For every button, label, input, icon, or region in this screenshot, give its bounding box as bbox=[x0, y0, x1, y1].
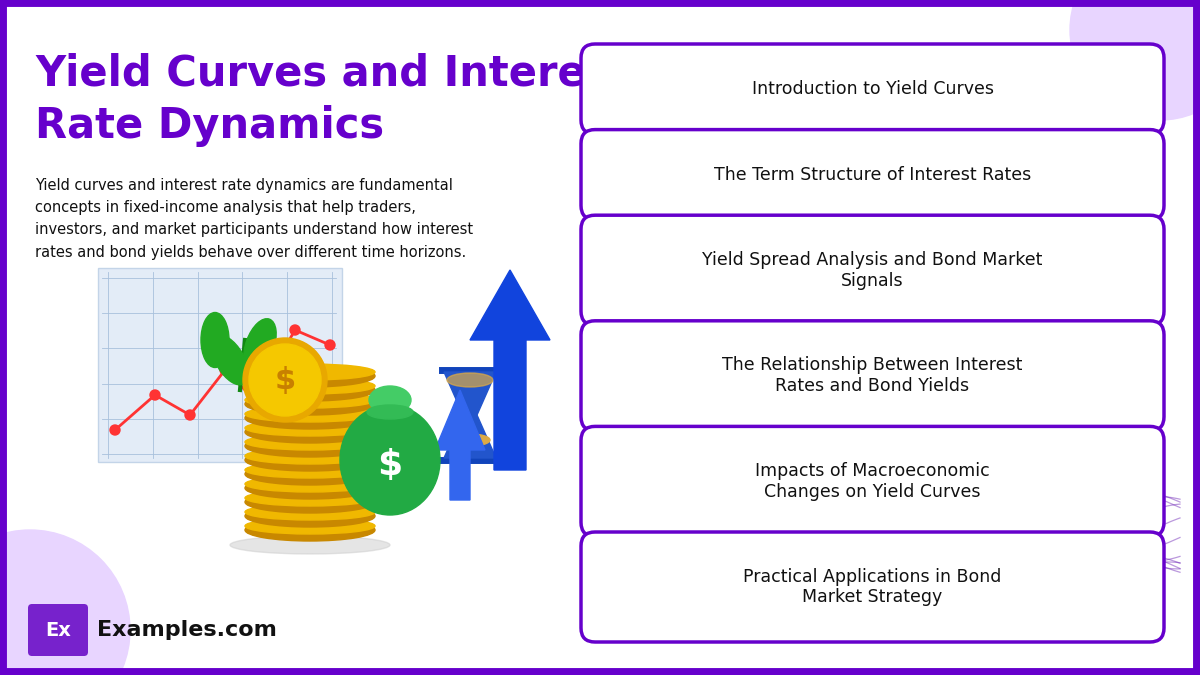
FancyBboxPatch shape bbox=[28, 604, 88, 656]
Ellipse shape bbox=[245, 449, 374, 471]
Ellipse shape bbox=[446, 373, 493, 387]
Ellipse shape bbox=[245, 491, 374, 513]
Ellipse shape bbox=[245, 379, 374, 401]
Ellipse shape bbox=[367, 405, 413, 419]
Ellipse shape bbox=[245, 448, 374, 464]
Text: Impacts of Macroeconomic
Changes on Yield Curves: Impacts of Macroeconomic Changes on Yiel… bbox=[755, 462, 990, 501]
Ellipse shape bbox=[245, 490, 374, 506]
FancyBboxPatch shape bbox=[581, 44, 1164, 134]
Text: Yield Curves and Interest: Yield Curves and Interest bbox=[35, 52, 630, 94]
Polygon shape bbox=[470, 270, 550, 470]
Ellipse shape bbox=[245, 518, 374, 534]
Text: The Relationship Between Interest
Rates and Bond Yields: The Relationship Between Interest Rates … bbox=[722, 356, 1022, 395]
Ellipse shape bbox=[245, 435, 374, 457]
Ellipse shape bbox=[245, 406, 374, 422]
Circle shape bbox=[1070, 0, 1200, 120]
Ellipse shape bbox=[370, 386, 410, 414]
Ellipse shape bbox=[450, 434, 490, 446]
Ellipse shape bbox=[245, 378, 374, 394]
Text: $: $ bbox=[275, 365, 295, 394]
Ellipse shape bbox=[245, 477, 374, 499]
FancyBboxPatch shape bbox=[581, 532, 1164, 642]
Ellipse shape bbox=[245, 421, 374, 443]
Text: Examples.com: Examples.com bbox=[97, 620, 277, 640]
Text: Practical Applications in Bond
Market Strategy: Practical Applications in Bond Market St… bbox=[743, 568, 1002, 606]
Polygon shape bbox=[444, 372, 496, 415]
Ellipse shape bbox=[245, 463, 374, 485]
Circle shape bbox=[185, 410, 194, 420]
FancyBboxPatch shape bbox=[581, 130, 1164, 219]
Ellipse shape bbox=[245, 476, 374, 492]
Ellipse shape bbox=[230, 536, 390, 554]
Text: The Term Structure of Interest Rates: The Term Structure of Interest Rates bbox=[714, 165, 1031, 184]
Circle shape bbox=[250, 344, 322, 416]
FancyBboxPatch shape bbox=[581, 321, 1164, 431]
Ellipse shape bbox=[245, 504, 374, 520]
Circle shape bbox=[110, 425, 120, 435]
FancyBboxPatch shape bbox=[98, 268, 342, 462]
Ellipse shape bbox=[245, 393, 374, 415]
Circle shape bbox=[0, 530, 130, 675]
Text: Rate Dynamics: Rate Dynamics bbox=[35, 105, 384, 147]
Ellipse shape bbox=[211, 335, 248, 385]
Ellipse shape bbox=[202, 313, 229, 367]
FancyBboxPatch shape bbox=[581, 215, 1164, 325]
Text: Introduction to Yield Curves: Introduction to Yield Curves bbox=[751, 80, 994, 98]
Text: Ex: Ex bbox=[46, 620, 71, 639]
Ellipse shape bbox=[245, 392, 374, 408]
Polygon shape bbox=[436, 390, 485, 500]
Ellipse shape bbox=[245, 420, 374, 436]
Polygon shape bbox=[444, 415, 496, 458]
Text: $: $ bbox=[377, 448, 403, 482]
Ellipse shape bbox=[245, 365, 374, 387]
Text: Yield Spread Analysis and Bond Market
Signals: Yield Spread Analysis and Bond Market Si… bbox=[702, 251, 1043, 290]
Ellipse shape bbox=[245, 407, 374, 429]
FancyBboxPatch shape bbox=[581, 427, 1164, 537]
Text: Yield curves and interest rate dynamics are fundamental
concepts in fixed-income: Yield curves and interest rate dynamics … bbox=[35, 178, 473, 260]
Circle shape bbox=[220, 365, 230, 375]
Circle shape bbox=[290, 325, 300, 335]
Circle shape bbox=[325, 340, 335, 350]
Ellipse shape bbox=[244, 319, 276, 371]
Ellipse shape bbox=[245, 505, 374, 527]
Ellipse shape bbox=[245, 519, 374, 541]
Ellipse shape bbox=[340, 405, 440, 515]
Circle shape bbox=[250, 395, 260, 405]
Ellipse shape bbox=[245, 434, 374, 450]
Circle shape bbox=[242, 338, 326, 422]
Ellipse shape bbox=[245, 462, 374, 478]
Circle shape bbox=[150, 390, 160, 400]
Ellipse shape bbox=[245, 364, 374, 380]
